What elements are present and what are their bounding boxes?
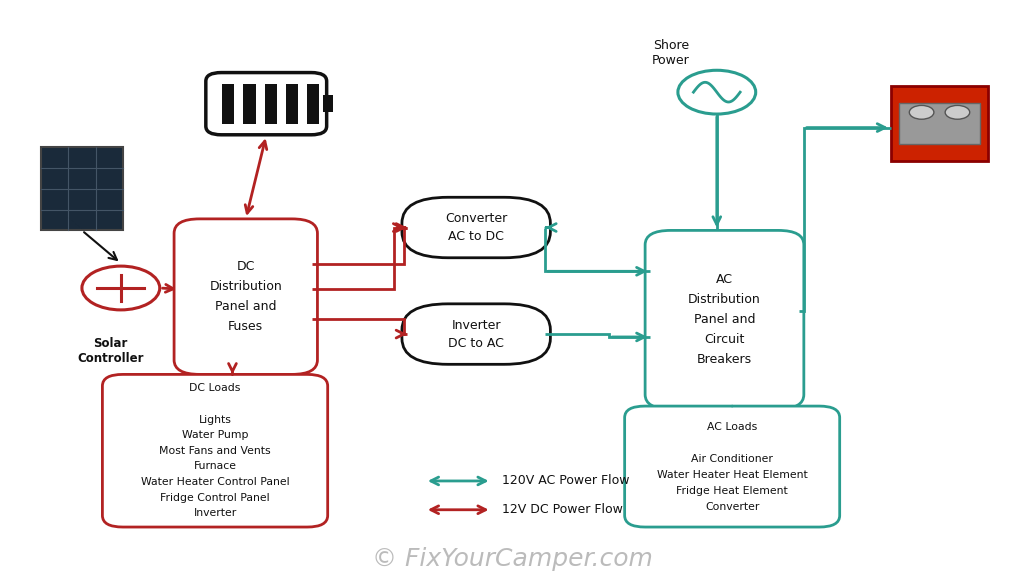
FancyBboxPatch shape [625, 406, 840, 527]
FancyBboxPatch shape [174, 219, 317, 374]
FancyBboxPatch shape [645, 230, 804, 409]
Text: Solar
Controller: Solar Controller [78, 337, 143, 365]
Bar [244, 84, 256, 124]
FancyBboxPatch shape [899, 103, 980, 144]
Text: DC Loads

Lights
Water Pump
Most Fans and Vents
Furnace
Water Heater Control Pan: DC Loads Lights Water Pump Most Fans and… [140, 383, 290, 518]
Text: © FixYourCamper.com: © FixYourCamper.com [372, 547, 652, 571]
Text: 12V DC Power Flow: 12V DC Power Flow [502, 503, 623, 516]
Bar [307, 84, 319, 124]
Circle shape [82, 266, 160, 310]
FancyBboxPatch shape [401, 198, 551, 258]
Circle shape [909, 105, 934, 119]
Text: 120V AC Power Flow: 120V AC Power Flow [502, 475, 630, 487]
Text: DC
Distribution
Panel and
Fuses: DC Distribution Panel and Fuses [209, 260, 283, 333]
Text: Converter
AC to DC: Converter AC to DC [445, 212, 507, 243]
Bar [286, 84, 298, 124]
Bar [222, 84, 234, 124]
Text: AC Loads

Air Conditioner
Water Heater Heat Element
Fridge Heat Element
Converte: AC Loads Air Conditioner Water Heater He… [656, 422, 808, 511]
FancyBboxPatch shape [41, 147, 123, 230]
Text: Inverter
DC to AC: Inverter DC to AC [449, 319, 504, 350]
FancyBboxPatch shape [102, 374, 328, 527]
Circle shape [945, 105, 970, 119]
FancyBboxPatch shape [401, 304, 551, 365]
FancyBboxPatch shape [206, 73, 327, 135]
Text: AC
Distribution
Panel and
Circuit
Breakers: AC Distribution Panel and Circuit Breake… [688, 273, 761, 366]
FancyBboxPatch shape [891, 86, 988, 161]
Circle shape [678, 70, 756, 114]
Bar [323, 95, 333, 112]
Bar [264, 84, 276, 124]
Text: Shore
Power: Shore Power [652, 39, 689, 67]
